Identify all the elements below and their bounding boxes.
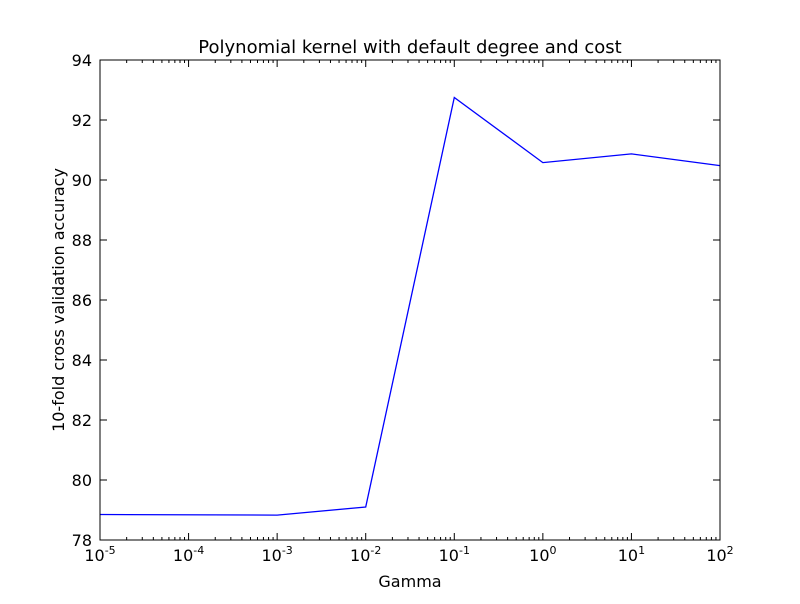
y-tick-label: 88 (72, 231, 92, 250)
x-tick-label: 101 (618, 544, 645, 565)
x-axis-label: Gamma (378, 572, 441, 591)
x-tick-label: 102 (706, 544, 733, 565)
x-tick-label: 10-3 (261, 544, 292, 565)
y-tick-label: 86 (72, 291, 92, 310)
chart-title: Polynomial kernel with default degree an… (198, 37, 621, 58)
x-tick-label: 100 (529, 544, 556, 565)
x-tick-label: 10-5 (84, 544, 115, 565)
x-tick-label: 10-1 (439, 544, 470, 565)
y-tick-label: 78 (72, 531, 92, 550)
series-line-0 (99, 96, 721, 516)
y-tick-label: 82 (72, 411, 92, 430)
y-tick-label: 92 (72, 111, 92, 130)
y-tick-label: 84 (72, 351, 92, 370)
y-tick-label: 90 (72, 171, 92, 190)
x-tick-label: 10-4 (173, 544, 204, 565)
x-tick-label: 10-2 (350, 544, 381, 565)
plot-area: 10-5 10-4 10-3 10-2 10-1 100 101 102 78 80 82 84 86 8… (72, 51, 734, 565)
y-axis-label: 10-fold cross validation accuracy (49, 168, 68, 432)
y-tick-label: 94 (72, 51, 92, 70)
y-tick-label: 80 (72, 471, 92, 490)
